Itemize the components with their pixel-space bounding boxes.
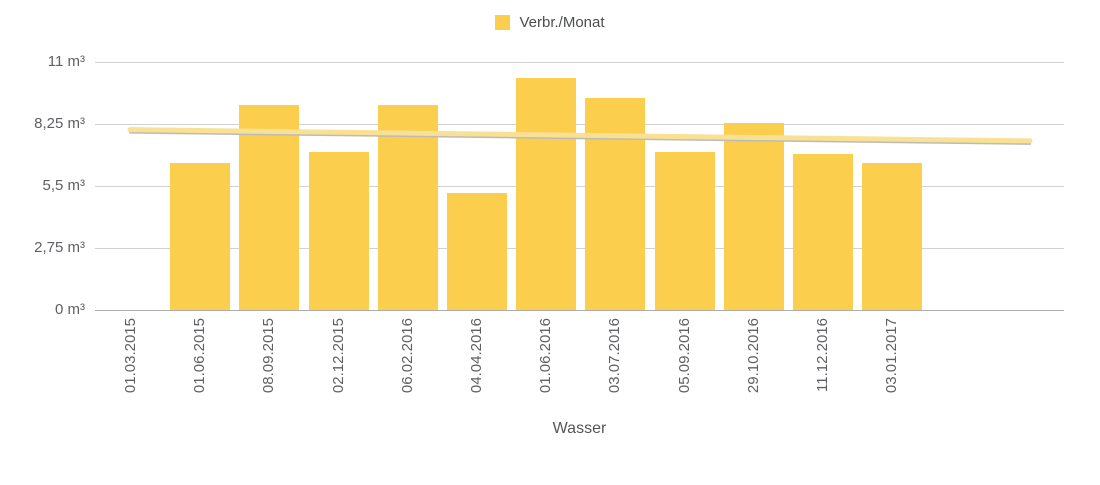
x-axis-tick-label: 08.09.2015 [260, 318, 278, 394]
legend[interactable]: Verbr./Monat [0, 14, 1100, 31]
bar-05.09.2016[interactable] [654, 152, 715, 310]
x-axis-tick-label: 04.04.2016 [468, 318, 485, 394]
x-axis-tick-label: 01.06.2016 [537, 318, 555, 394]
bar-03.01.2017[interactable] [862, 163, 923, 310]
bar-29.10.2016[interactable] [723, 122, 784, 310]
y-axis-tick-label: 8,25 m³ [34, 115, 85, 132]
x-axis-tick-label: 29.10.2016 [744, 318, 762, 394]
x-axis-tick-label: 02.12.2015 [329, 318, 347, 394]
bar-08.09.2015[interactable] [239, 104, 300, 310]
bar-04.04.2016[interactable] [447, 192, 507, 310]
y-axis-tick-label: 2,75 m³ [34, 239, 85, 256]
gridline [95, 186, 1064, 187]
x-axis-tick-label: 05.09.2016 [675, 318, 693, 394]
bar-06.02.2016[interactable] [377, 104, 438, 310]
gridline [95, 124, 1064, 125]
x-axis-tick-label: 01.03.2015 [122, 318, 139, 394]
bar-01.06.2015[interactable] [170, 163, 231, 310]
legend-label: Verbr./Monat [519, 14, 605, 31]
bar-01.06.2016[interactable] [516, 77, 577, 310]
gridline [95, 248, 1064, 249]
x-axis-tick-label: 03.01.2017 [883, 318, 901, 394]
plot-area [95, 62, 1064, 311]
bar-02.12.2015[interactable] [308, 152, 369, 310]
bar-03.07.2016[interactable] [585, 98, 646, 310]
x-axis-tick-label: 03.07.2016 [606, 318, 624, 394]
x-axis-title: Wasser [552, 420, 607, 437]
x-axis-tick-label: 06.02.2016 [398, 318, 416, 394]
bar-11.12.2016[interactable] [793, 154, 853, 310]
legend-color-swatch [495, 15, 511, 30]
x-axis-baseline [95, 310, 1064, 311]
y-axis-tick-label: 0 m³ [55, 301, 85, 318]
y-axis-tick-label: 5,5 m³ [42, 177, 85, 194]
x-axis-tick-label: 11.12.2016 [814, 318, 831, 392]
x-axis-tick-label: 01.06.2015 [191, 318, 209, 394]
y-axis-tick-label: 11 m³ [47, 53, 85, 70]
gridline [95, 62, 1064, 63]
